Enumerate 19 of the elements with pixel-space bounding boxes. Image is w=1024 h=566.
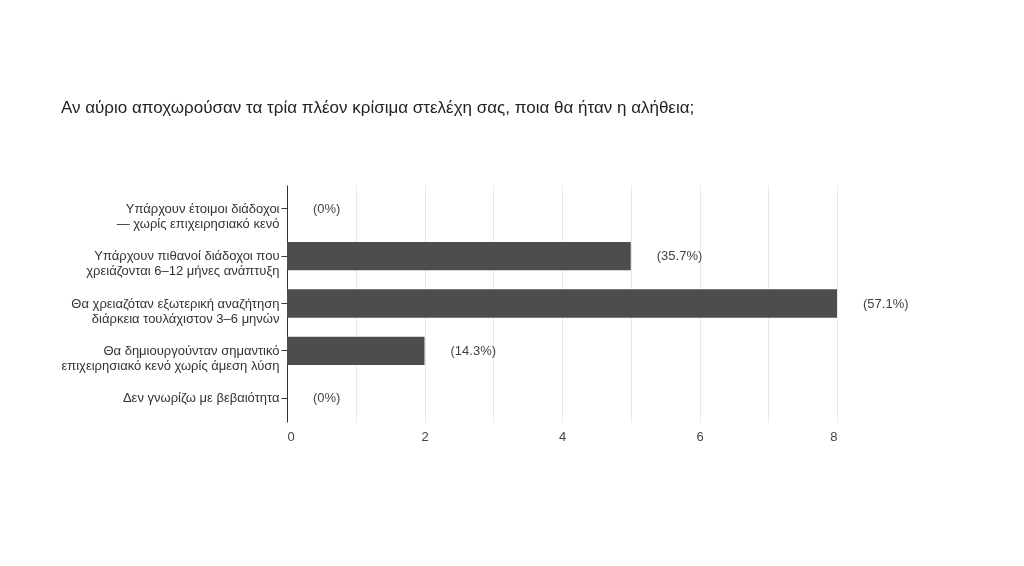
x-tick-label: 0: [287, 428, 295, 444]
bar: [287, 241, 631, 271]
y-tick-label: Δεν γνωρίζω με βεβαιότητα: [122, 390, 280, 406]
y-tick-label: Θα δημιουργούνταν σημαντικό επιχειρησιακό κενό χωρίς άμεση λύση: [61, 342, 280, 373]
bar: [287, 336, 425, 366]
x-tick-label: 6: [696, 428, 704, 444]
bar: [287, 289, 837, 318]
x-tick-label: 2: [421, 428, 429, 444]
annotation: (0%): [313, 390, 341, 406]
annotation: (14.3%): [450, 342, 497, 358]
x-tick-label: 8: [830, 428, 838, 444]
chart-title: Αν αύριο αποχωρούσαν τα τρία πλέον κρίσιμα στελέχη σας, ποια θα ήταν η αλήθεια;: [60, 98, 695, 117]
annotation: (0%): [313, 200, 341, 216]
y-tick-label: Υπάρχουν έτοιμοι διάδοχοι — χωρίς επιχειρησιακό κενό: [116, 200, 280, 231]
annotation: (35.7%): [656, 248, 703, 264]
y-tick-label: Υπάρχουν πιθανοί διάδοχοι που χρειάζονται 6–12 μήνες ανάπτυξη: [86, 248, 280, 279]
annotation: (57.1%): [863, 295, 909, 311]
x-tick-label: 4: [558, 428, 567, 444]
y-tick-label: Θα χρειαζόταν εξωτερική αναζήτηση διάρκεια τουλάχιστον 3–6 μηνών: [71, 295, 280, 326]
